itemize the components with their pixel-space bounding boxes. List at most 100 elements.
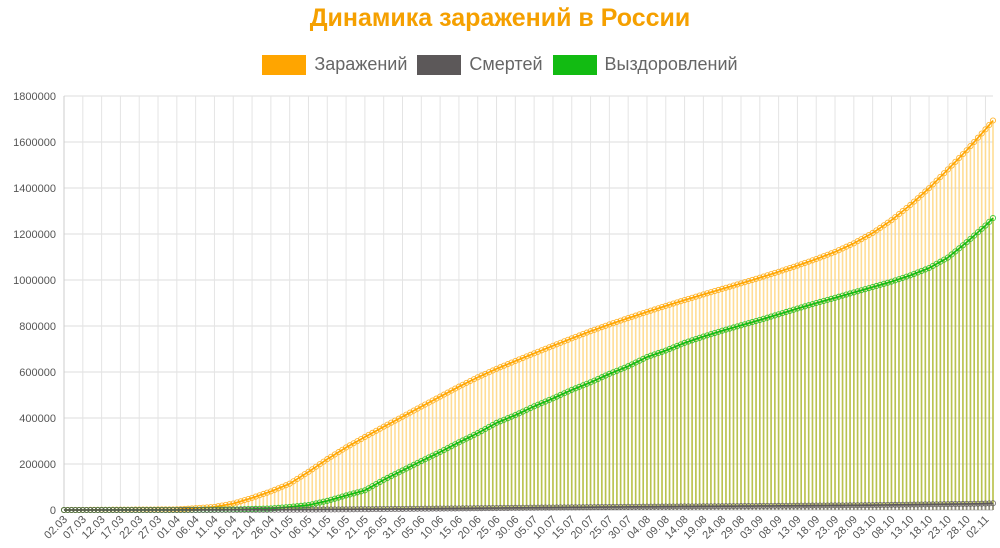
data-point [752, 275, 760, 282]
data-point [783, 502, 790, 509]
data-point [937, 173, 944, 180]
data-point [775, 268, 782, 275]
data-point [297, 502, 305, 509]
data-point [617, 366, 624, 373]
data-point [794, 502, 801, 509]
data-point [312, 506, 320, 513]
data-point [557, 339, 564, 346]
data-point [132, 506, 139, 514]
data-point [395, 469, 402, 476]
data-point [707, 289, 714, 296]
data-point [384, 505, 391, 513]
data-point [527, 504, 534, 511]
data-point [677, 298, 684, 305]
data-point [568, 504, 575, 511]
data-point [294, 506, 301, 513]
data-point [824, 502, 831, 509]
data-point [106, 506, 113, 514]
legend-item-infections[interactable]: Заражений [262, 54, 407, 75]
data-point [598, 374, 605, 381]
data-point [519, 354, 526, 361]
data-point [564, 336, 572, 343]
data-point [91, 506, 98, 514]
data-point [658, 304, 666, 311]
data-point [309, 506, 316, 513]
data-point [245, 495, 252, 503]
data-point [696, 334, 703, 341]
data-point [373, 506, 380, 513]
data-point [963, 239, 970, 246]
data-point [591, 377, 598, 384]
legend-item-recoveries[interactable]: Выздоровлений [552, 54, 738, 75]
data-point [384, 474, 391, 482]
data-point [692, 293, 699, 300]
data-point [561, 338, 568, 345]
data-point [662, 302, 669, 309]
data-point [816, 502, 824, 509]
data-point [249, 506, 256, 513]
y-tick-label: 400000 [19, 413, 56, 425]
data-point [974, 229, 982, 236]
data-point [516, 410, 523, 417]
data-point [974, 134, 982, 141]
data-point [598, 324, 605, 331]
data-point [241, 497, 248, 504]
data-point [403, 505, 410, 512]
data-point [275, 485, 282, 492]
data-point [869, 502, 876, 509]
data-point [350, 490, 357, 497]
data-point [252, 506, 259, 513]
data-point [339, 506, 346, 513]
data-point [448, 505, 455, 512]
data-point [952, 248, 959, 255]
data-point [188, 506, 195, 514]
series-line [63, 119, 994, 511]
data-point [595, 375, 602, 382]
data-point [986, 218, 993, 225]
legend-item-deaths[interactable]: Смертей [417, 54, 543, 75]
data-point [602, 372, 609, 379]
data-point [719, 285, 726, 292]
data-point [628, 503, 635, 510]
data-point [704, 290, 711, 297]
data-point [831, 502, 839, 509]
data-point [523, 353, 530, 360]
data-point [948, 162, 955, 169]
data-point [399, 467, 406, 474]
data-point [60, 506, 68, 514]
data-point [294, 503, 301, 510]
data-point [839, 245, 846, 252]
data-point [801, 303, 808, 310]
data-point [391, 471, 399, 478]
data-point [350, 506, 357, 513]
data-point [741, 279, 748, 286]
legend: Заражений Смертей Выздоровлений [0, 54, 1000, 75]
data-point [553, 504, 560, 511]
data-point [553, 341, 560, 348]
data-point [707, 503, 714, 510]
data-point [801, 502, 808, 509]
data-point [858, 502, 865, 509]
data-point [760, 315, 767, 322]
data-point [674, 342, 681, 349]
data-point [516, 504, 523, 511]
data-point [681, 339, 688, 346]
data-point [643, 308, 651, 315]
data-point [388, 505, 395, 513]
data-point [933, 177, 940, 184]
data-point [643, 503, 651, 510]
data-point [888, 278, 895, 285]
data-point [297, 506, 305, 513]
data-point [813, 255, 820, 263]
data-point [974, 500, 982, 507]
data-point [376, 506, 383, 513]
data-point [971, 500, 978, 507]
data-point [463, 505, 470, 512]
data-point [583, 504, 590, 511]
data-point [422, 456, 429, 463]
data-point [501, 362, 508, 369]
data-point [907, 201, 914, 209]
data-point [674, 503, 681, 510]
data-point [139, 506, 147, 514]
data-point [892, 214, 899, 221]
